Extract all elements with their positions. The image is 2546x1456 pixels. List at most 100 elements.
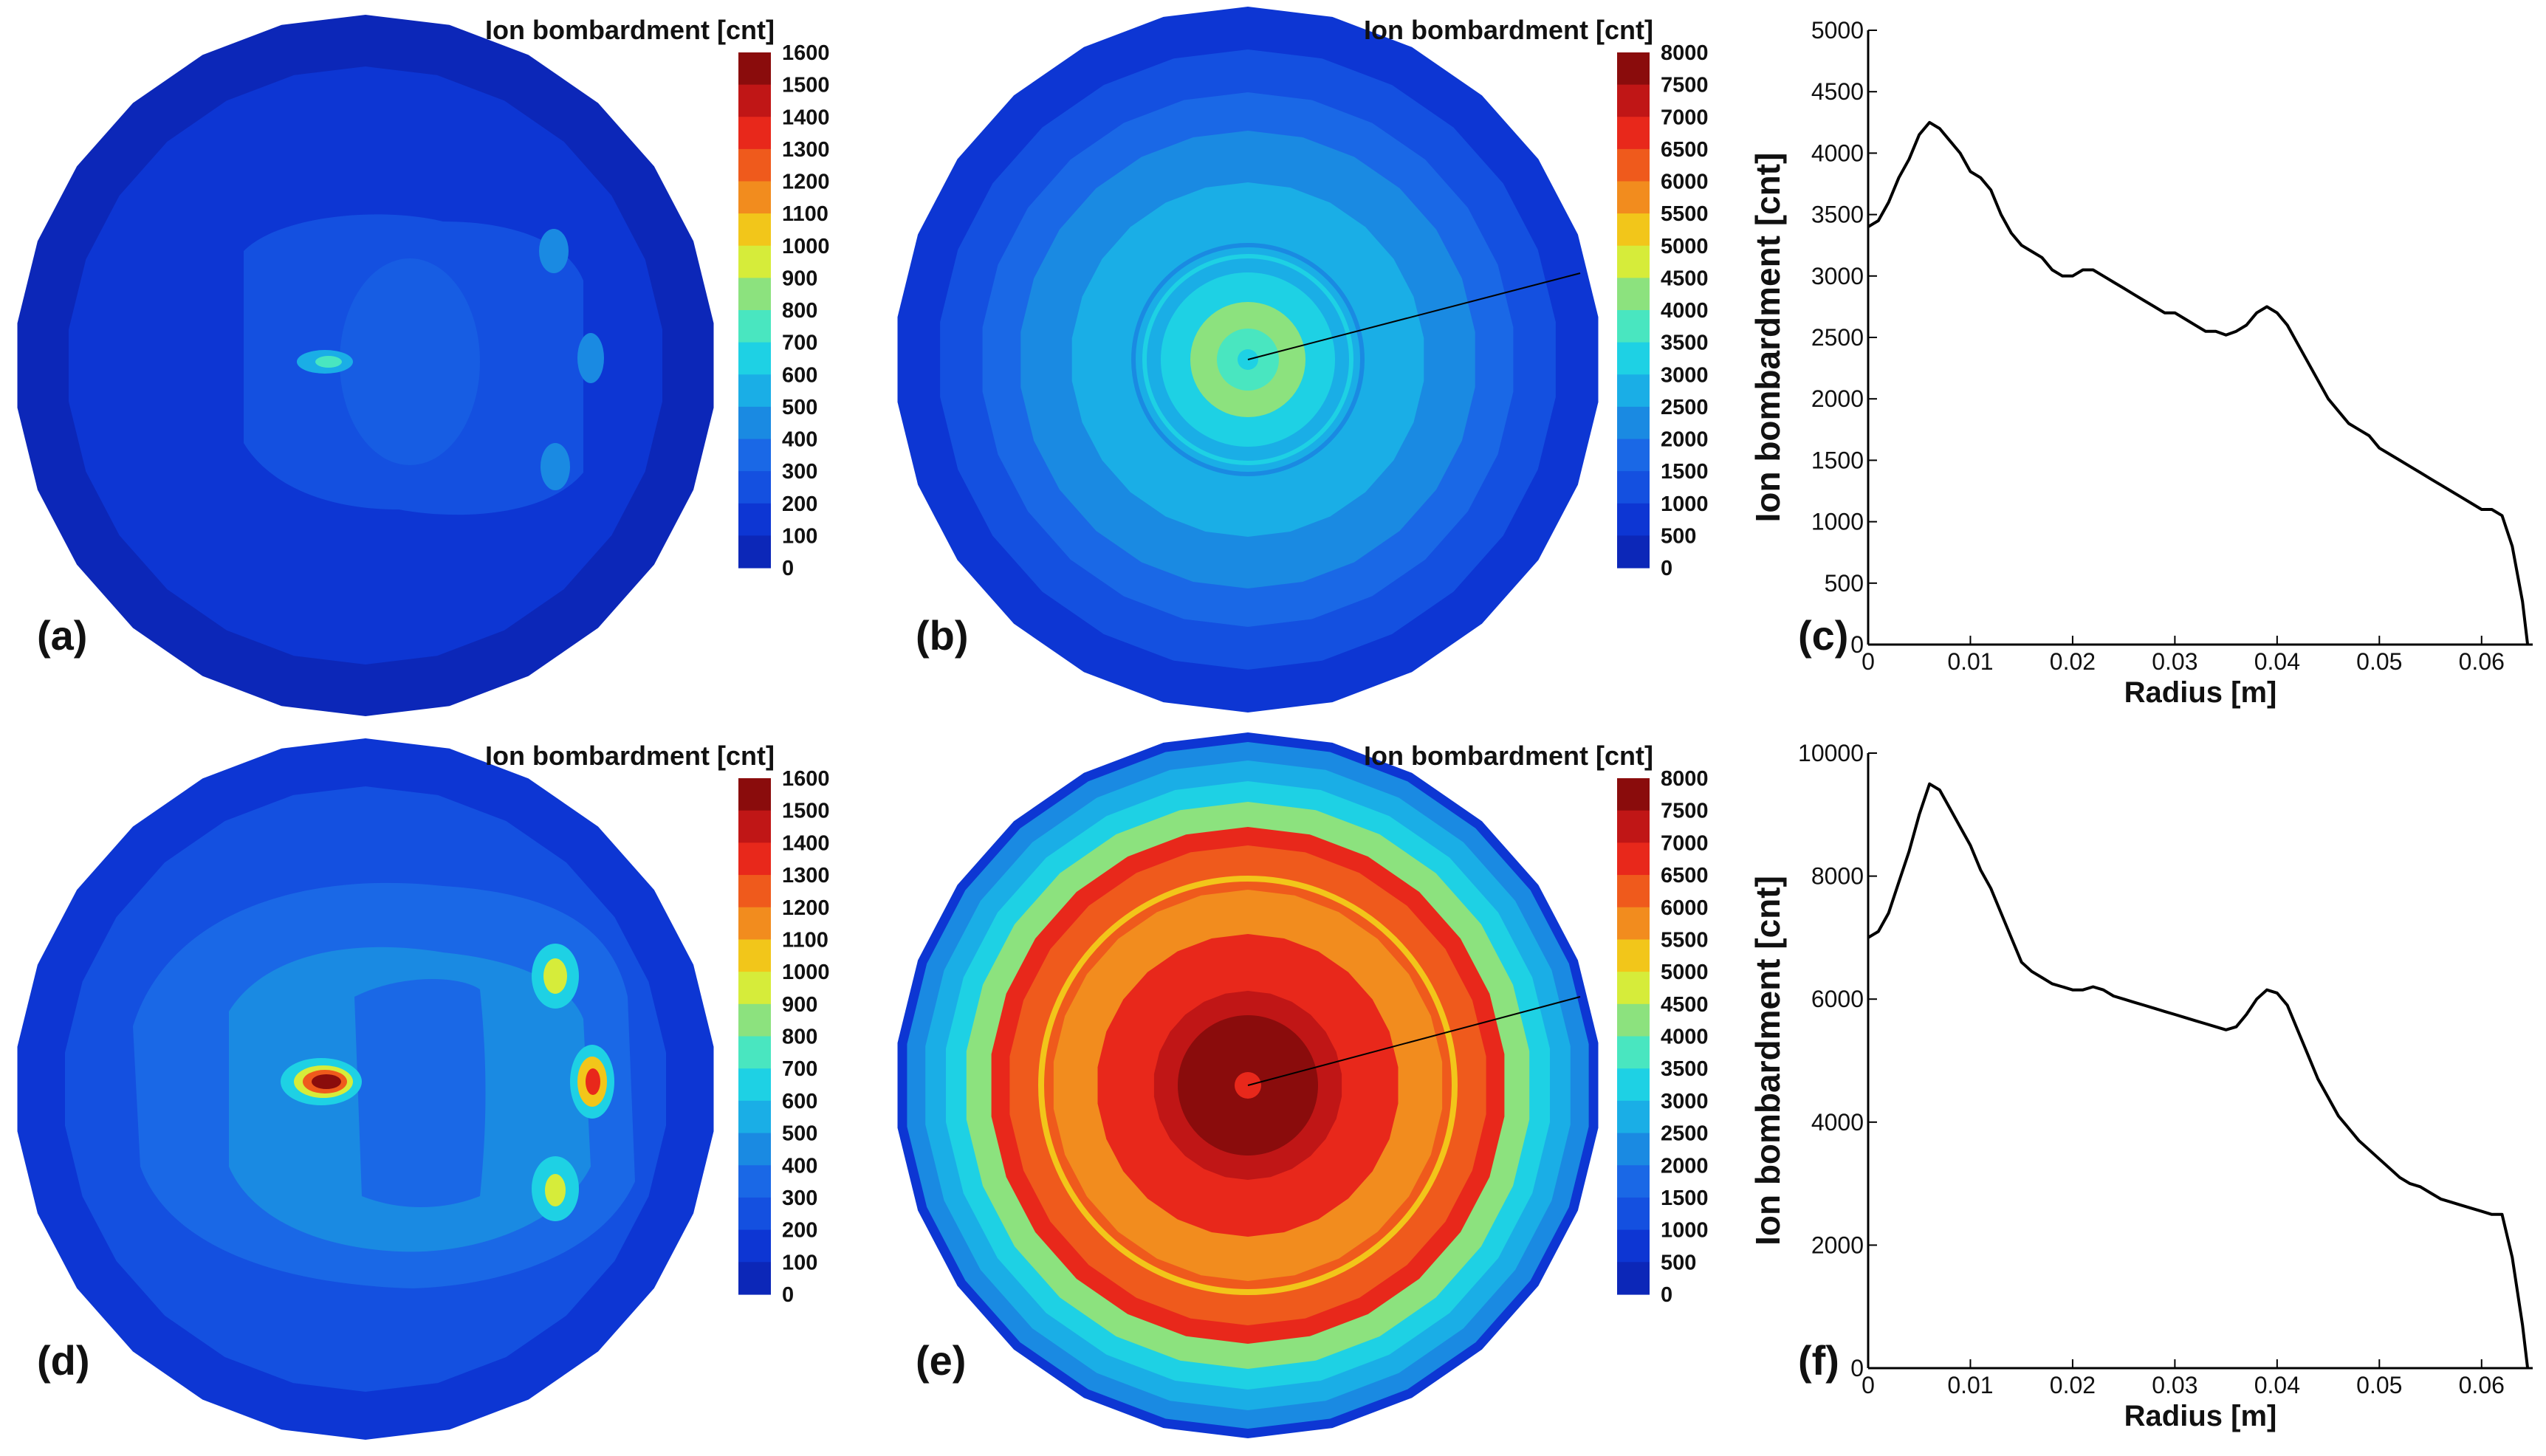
colorbar-band [738, 1003, 771, 1037]
colorbar-band [1617, 1068, 1650, 1102]
colorbar-tick-label: 7000 [1661, 106, 1709, 129]
colorbar-tick-label: 4000 [1661, 1026, 1709, 1049]
panel-e-label: (e) [916, 1337, 966, 1384]
colorbar-band [1617, 117, 1650, 150]
colorbar-tick-label: 1600 [782, 41, 830, 65]
colorbar-band [1617, 1133, 1650, 1166]
colorbar-tick-label: 1000 [1661, 492, 1709, 516]
x-axis-title: Radius [m] [2124, 676, 2277, 709]
colorbar-tick-label: 1300 [782, 138, 830, 162]
colorbar-band [1617, 1003, 1650, 1037]
colorbar-band [738, 245, 771, 278]
colorbar-tick-label: 3500 [1661, 332, 1709, 355]
colorbar-band [1617, 213, 1650, 247]
y-tick-label: 4000 [1811, 1109, 1864, 1136]
y-tick-label: 3000 [1811, 263, 1864, 289]
colorbar-tick-label: 500 [782, 1122, 817, 1146]
panel-b-ring-line-2 [1142, 254, 1353, 465]
x-tick-label: 0.06 [2459, 1372, 2505, 1398]
x-tick-label: 0.03 [2152, 648, 2197, 675]
colorbar-band [738, 535, 771, 569]
colorbar-band [738, 471, 771, 504]
y-tick-label: 0 [1850, 1355, 1864, 1381]
colorbar-band [738, 117, 771, 150]
colorbar-tick-label: 200 [782, 1219, 817, 1243]
panel-d-label: (d) [37, 1337, 90, 1384]
y-tick-label: 0 [1850, 631, 1864, 658]
colorbar-band [1617, 1036, 1650, 1069]
colorbar-band [1617, 439, 1650, 472]
colorbar-tick-label: 100 [782, 1251, 817, 1274]
colorbar-tick-label: 6500 [1661, 864, 1709, 887]
colorbar-tick-label: 500 [1661, 1251, 1696, 1274]
colorbar-tick-label: 1000 [782, 961, 830, 984]
colorbar-band [1617, 310, 1650, 343]
colorbar-band [738, 1262, 771, 1295]
y-tick-label: 5000 [1811, 17, 1864, 44]
colorbar-band [1617, 907, 1650, 941]
x-tick-label: 0 [1862, 648, 1875, 675]
colorbar-band [738, 939, 771, 972]
colorbar-tick-label: 1000 [782, 235, 830, 258]
colorbar-band [1617, 535, 1650, 569]
colorbar-band [1617, 471, 1650, 504]
colorbar-tick-label: 0 [1661, 557, 1672, 580]
panel-d-inner [354, 979, 486, 1207]
panel-a-hotspot-left-core [315, 356, 342, 368]
colorbar-band [738, 1100, 771, 1134]
colorbar-tick-label: 2000 [1661, 428, 1709, 452]
colorbar-band [1617, 842, 1650, 876]
colorbar-tick-label: 1200 [782, 171, 830, 194]
colorbar-band [738, 310, 771, 343]
colorbar-tick-label: 1100 [782, 928, 828, 952]
colorbar-tick-label: 800 [782, 299, 817, 323]
colorbar-tick-label: 6500 [1661, 138, 1709, 162]
colorbar-band [1617, 245, 1650, 278]
colorbar-band [738, 1036, 771, 1069]
colorbar-title: Ion bombardment [cnt] [1364, 741, 1653, 771]
colorbar-band [1617, 1229, 1650, 1263]
colorbar-band [1617, 148, 1650, 182]
colorbar-tick-label: 800 [782, 1026, 817, 1049]
panel-d-hotspot-bottom-core [545, 1174, 566, 1206]
y-tick-label: 500 [1825, 570, 1864, 597]
y-tick-label: 1000 [1811, 509, 1864, 535]
colorbar-band [738, 1197, 771, 1231]
colorbar-band [738, 213, 771, 247]
colorbar-band [738, 972, 771, 1005]
colorbar-tick-label: 1300 [782, 864, 830, 887]
y-axis-title: Ion bombardment [cnt] [1749, 153, 1787, 523]
y-tick-label: 2500 [1811, 324, 1864, 351]
panel-a-hotspot-top [539, 229, 569, 273]
colorbar-band [1617, 342, 1650, 375]
y-tick-label: 8000 [1811, 863, 1864, 890]
colorbar-tick-label: 200 [782, 492, 817, 516]
y-tick-label: 2000 [1811, 1232, 1864, 1258]
colorbar-tick-label: 500 [1661, 524, 1696, 548]
colorbar-title: Ion bombardment [cnt] [485, 741, 775, 771]
colorbar-tick-label: 1000 [1661, 1219, 1709, 1243]
panel-f-line-chart: 0 2000 4000 6000 8000 10000 0 0.01 0.02 0.03 0.04 0… [1749, 740, 2533, 1432]
panel-d-hotspot-left-core [312, 1074, 341, 1089]
y-axis-title: Ion bombardment [cnt] [1749, 876, 1787, 1246]
panel-a-hotspot-right [577, 333, 604, 383]
x-tick-label: 0.02 [2050, 1372, 2096, 1398]
colorbar-tick-label: 4500 [1661, 993, 1709, 1017]
colorbar-band [1617, 1197, 1650, 1231]
colorbar-band [738, 1229, 771, 1263]
colorbar-band [1617, 778, 1650, 811]
panel-e-contour [897, 732, 1599, 1438]
colorbar-tick-label: 7500 [1661, 74, 1709, 97]
panel-b-radius-line [1247, 272, 1581, 360]
colorbar-tick-label: 700 [782, 332, 817, 355]
colorbar-tick-label: 2000 [1661, 1154, 1709, 1178]
colorbar-tick-label: 5500 [1661, 928, 1709, 952]
y-tick-label: 3500 [1811, 202, 1864, 228]
colorbar-band [738, 810, 771, 843]
colorbar-tick-label: 6000 [1661, 896, 1709, 920]
panel-d-colorbar: Ion bombardment [cnt] 1600 1500 1400 1300 120… [485, 741, 830, 1307]
colorbar-tick-label: 1200 [782, 896, 830, 920]
panel-f-label: (f) [1798, 1337, 1839, 1384]
colorbar-tick-label: 900 [782, 993, 817, 1017]
